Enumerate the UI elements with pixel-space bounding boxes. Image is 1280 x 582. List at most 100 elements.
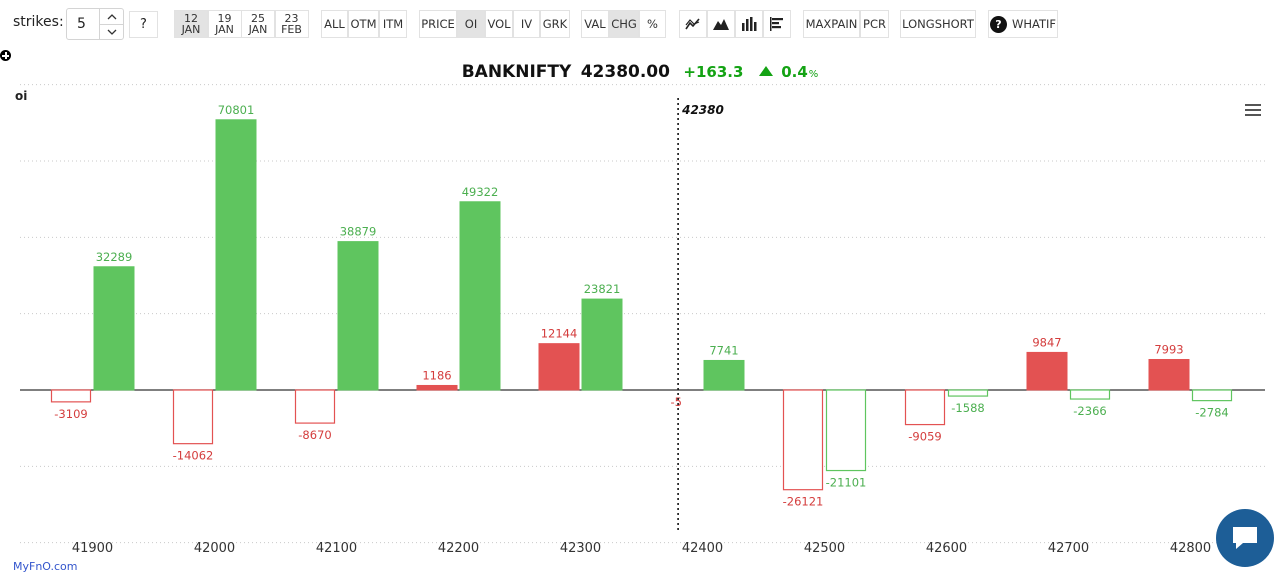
symbol-name: BANKNIFTY: [461, 62, 572, 82]
bar: [825, 389, 867, 472]
bar: [904, 389, 946, 426]
metric-oi-button[interactable]: OI: [457, 10, 485, 38]
area-chart-button[interactable]: [707, 10, 735, 38]
data-label: -2784: [1195, 406, 1228, 420]
data-label: 23821: [584, 282, 621, 296]
bar: [93, 266, 135, 391]
hamburger-menu-icon[interactable]: [1245, 104, 1261, 116]
bar: [172, 389, 214, 445]
bar: [459, 201, 501, 391]
data-label: -14062: [173, 449, 214, 463]
expiry-day: 12: [184, 12, 198, 25]
x-tick-label: 42600: [926, 541, 967, 556]
spot-price: 42380.00: [580, 62, 670, 82]
bar: [215, 119, 257, 391]
expiry-23-feb[interactable]: 23 FEB: [274, 10, 309, 38]
mode-val-button[interactable]: VAL: [581, 10, 609, 38]
mode-percent-button[interactable]: %: [639, 10, 666, 38]
data-label: 70801: [218, 103, 255, 117]
expand-plus-icon[interactable]: [0, 50, 11, 61]
x-tick-label: 42200: [438, 541, 479, 556]
data-label: -21101: [826, 476, 867, 490]
bar: [947, 389, 989, 397]
chat-button[interactable]: [1216, 509, 1274, 567]
x-tick-label: 41900: [72, 541, 113, 556]
price-change: +163.3: [683, 63, 744, 81]
whatif-button[interactable]: ? WHATIF: [988, 10, 1058, 38]
y-axis-label: oi: [15, 89, 28, 103]
expiry-day: 19: [217, 12, 232, 25]
stepper-down-icon[interactable]: [100, 24, 123, 39]
data-label: -5: [671, 395, 682, 409]
metric-iv-button[interactable]: IV: [513, 10, 540, 38]
bar: [581, 298, 623, 391]
data-label: -9059: [908, 430, 941, 444]
bar-chart-button[interactable]: [735, 10, 763, 38]
maxpain-button[interactable]: MAXPAIN: [803, 10, 860, 38]
metric-vol-button[interactable]: VOL: [485, 10, 513, 38]
bar: [538, 343, 580, 391]
horizontal-bar-chart-icon: [770, 17, 783, 31]
spot-price-label: 42380: [681, 103, 724, 117]
area-chart-icon: [713, 19, 729, 30]
expiry-month: JAN: [215, 23, 234, 36]
whatif-label: WHATIF: [1011, 17, 1057, 31]
help-button[interactable]: ?: [129, 11, 158, 38]
metric-price-button[interactable]: PRICE: [419, 10, 457, 38]
chat-bubble-icon: [1233, 527, 1257, 549]
bar: [703, 359, 745, 391]
bar: [337, 241, 379, 391]
bar: [50, 389, 92, 403]
mode-chg-button[interactable]: CHG: [609, 10, 639, 38]
data-label: 7993: [1154, 342, 1183, 356]
x-tick-label: 42100: [316, 541, 357, 556]
data-label: -26121: [783, 495, 824, 509]
data-label: 12144: [541, 327, 578, 341]
filter-otm-button[interactable]: OTM: [348, 10, 379, 38]
bar: [1148, 358, 1190, 391]
toolbar: strikes: 5 ? LONGSHORT ? WHATIF 12 JAN 19 J…: [0, 0, 1280, 46]
data-label: -8670: [298, 428, 331, 442]
strikes-label: strikes:: [13, 14, 64, 30]
up-arrow-icon: [758, 66, 773, 76]
bar: [294, 389, 336, 424]
expiry-day: 25: [251, 12, 265, 25]
bar: [1191, 389, 1233, 402]
x-tick-label: 42300: [560, 541, 601, 556]
quote-header: BANKNIFTY 42380.00 +163.3 0.4%: [0, 62, 1280, 82]
expiry-day: 23: [284, 12, 299, 25]
bar: [1069, 389, 1111, 400]
x-tick-label: 42400: [682, 541, 723, 556]
x-tick-label: 42000: [194, 541, 235, 556]
data-label: 9847: [1032, 335, 1061, 349]
line-chart-button[interactable]: [679, 10, 707, 38]
stepper-controls: [99, 9, 123, 39]
expiry-12-jan[interactable]: 12 JAN: [174, 10, 208, 38]
data-label: 49322: [462, 185, 499, 199]
metric-grk-button[interactable]: GRK: [540, 10, 570, 38]
data-label: 32289: [96, 250, 133, 264]
bar: [782, 389, 824, 491]
stepper-up-icon[interactable]: [100, 9, 123, 24]
bar-chart-icon: [742, 17, 757, 31]
strikes-value[interactable]: 5: [77, 16, 86, 32]
pcr-button[interactable]: PCR: [860, 10, 889, 38]
expiry-month: JAN: [181, 23, 201, 36]
expiry-month: JAN: [248, 23, 268, 36]
x-tick-label: 42700: [1048, 541, 1089, 556]
data-label: -2366: [1073, 404, 1106, 418]
filter-itm-button[interactable]: ITM: [379, 10, 407, 38]
brand-link[interactable]: MyFnO.com: [13, 560, 78, 573]
data-label: 1186: [422, 368, 451, 382]
percent-sign: %: [808, 69, 819, 80]
bar: [416, 384, 458, 391]
strikes-stepper[interactable]: 5: [66, 8, 124, 40]
filter-all-button[interactable]: ALL: [321, 10, 348, 38]
horizontal-bar-chart-button[interactable]: [763, 10, 791, 38]
line-chart-icon: [685, 18, 700, 30]
x-tick-label: 42500: [804, 541, 845, 556]
x-tick-label: 42800: [1170, 541, 1211, 556]
change-percent: 0.4: [781, 63, 808, 81]
longshort-button[interactable]: LONGSHORT: [900, 10, 976, 38]
